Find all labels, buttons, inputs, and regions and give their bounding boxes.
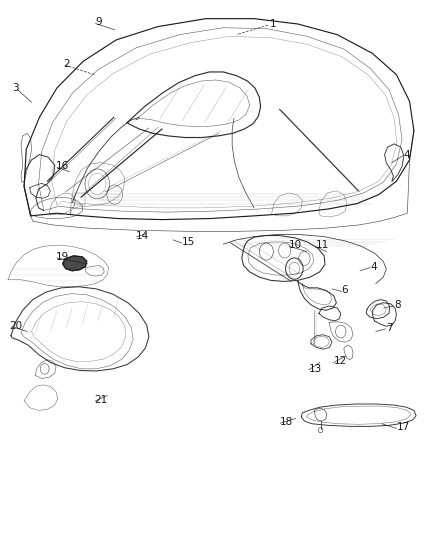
Text: 21: 21 xyxy=(94,395,107,405)
Text: 20: 20 xyxy=(9,321,22,331)
Text: 3: 3 xyxy=(12,83,19,93)
Text: 4: 4 xyxy=(403,150,410,159)
Text: 11: 11 xyxy=(315,240,328,250)
Text: 16: 16 xyxy=(56,161,69,171)
Text: 7: 7 xyxy=(386,323,393,333)
Text: 2: 2 xyxy=(64,59,70,69)
Text: 4: 4 xyxy=(370,262,377,271)
Text: 10: 10 xyxy=(289,240,302,250)
Text: 13: 13 xyxy=(309,364,322,374)
Polygon shape xyxy=(63,256,87,271)
Text: 9: 9 xyxy=(95,18,102,27)
Text: 1: 1 xyxy=(269,19,276,29)
Text: 14: 14 xyxy=(136,231,149,240)
Text: 8: 8 xyxy=(394,300,401,310)
Text: 12: 12 xyxy=(334,357,347,366)
Text: 17: 17 xyxy=(396,423,410,432)
Text: 18: 18 xyxy=(279,417,293,427)
Text: 15: 15 xyxy=(182,237,195,247)
Text: 19: 19 xyxy=(56,252,69,262)
Text: 6: 6 xyxy=(342,286,348,295)
